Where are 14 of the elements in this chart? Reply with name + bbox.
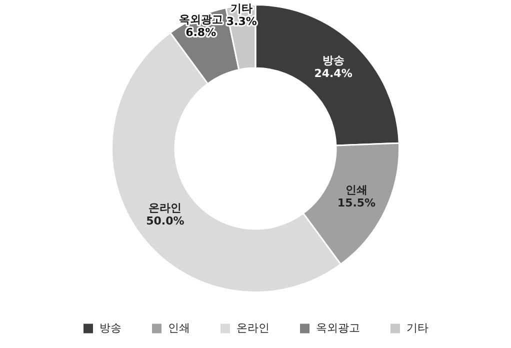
slice-label: 기타	[230, 2, 253, 15]
slice-label: 방송	[322, 54, 344, 68]
data-label: 50.0%	[146, 214, 184, 228]
data-label: 3.3%	[226, 14, 257, 28]
data-label: 15.5%	[337, 196, 376, 210]
data-label: 24.4%	[314, 67, 352, 80]
legend-label: 옥외광고	[316, 321, 360, 334]
data-label: 6.8%	[186, 26, 216, 39]
legend-label: 인쇄	[168, 321, 190, 334]
slice-label: 온라인	[148, 201, 182, 214]
legend-label: 방송	[99, 321, 122, 334]
legend-label: 기타	[406, 321, 428, 334]
slice-label: 인쇄	[346, 184, 368, 197]
legend-label: 온라인	[236, 321, 270, 334]
